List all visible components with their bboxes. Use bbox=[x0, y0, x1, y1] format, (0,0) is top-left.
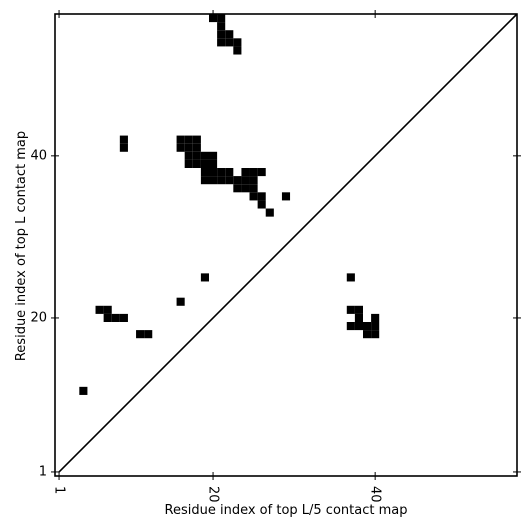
contact-cell bbox=[192, 159, 201, 168]
contact-cell bbox=[184, 135, 193, 144]
contact-cell bbox=[233, 176, 242, 185]
contact-cell bbox=[184, 151, 193, 160]
contact-cell bbox=[184, 143, 193, 152]
contact-cell bbox=[363, 322, 372, 331]
contact-cell bbox=[225, 168, 234, 177]
contact-cell bbox=[249, 192, 258, 201]
contact-cell bbox=[225, 30, 234, 39]
contact-cell bbox=[217, 168, 226, 177]
contact-cell bbox=[241, 168, 250, 177]
x-tick-label: 1 bbox=[52, 486, 67, 494]
contact-cell bbox=[209, 176, 218, 185]
contact-cell bbox=[241, 176, 250, 185]
contact-cell bbox=[265, 208, 274, 217]
contact-cell bbox=[95, 305, 104, 314]
contact-cell bbox=[249, 176, 258, 185]
diagonal-line bbox=[58, 13, 518, 473]
contact-cell bbox=[249, 168, 258, 177]
y-tick-label: 1 bbox=[39, 464, 47, 479]
contact-cell bbox=[119, 313, 128, 322]
contact-cell bbox=[217, 22, 226, 31]
contact-cell bbox=[241, 184, 250, 193]
x-tick-label: 40 bbox=[368, 486, 383, 503]
contact-cell bbox=[257, 168, 266, 177]
contact-cell bbox=[257, 200, 266, 209]
contact-cell bbox=[209, 151, 218, 160]
x-tick-label: 20 bbox=[206, 486, 221, 503]
contact-cell bbox=[217, 30, 226, 39]
contact-cell bbox=[371, 313, 380, 322]
contact-cell bbox=[144, 330, 153, 339]
contact-cell bbox=[103, 313, 112, 322]
contact-cell bbox=[354, 313, 363, 322]
contact-cell bbox=[257, 192, 266, 201]
contact-cell bbox=[136, 330, 145, 339]
contact-cell bbox=[233, 46, 242, 55]
contact-cell bbox=[103, 305, 112, 314]
contact-cell bbox=[249, 184, 258, 193]
contact-cell bbox=[200, 176, 209, 185]
y-tick-label: 20 bbox=[30, 310, 47, 325]
contact-cell bbox=[346, 322, 355, 331]
contact-cell bbox=[233, 38, 242, 47]
y-axis-label: Residue index of top L contact map bbox=[14, 131, 29, 361]
contact-cell bbox=[176, 297, 185, 306]
contact-cell bbox=[354, 305, 363, 314]
y-tick-label: 40 bbox=[30, 148, 47, 163]
contact-cell bbox=[225, 38, 234, 47]
contact-cell bbox=[192, 135, 201, 144]
contact-cell bbox=[225, 176, 234, 185]
contact-cell bbox=[192, 151, 201, 160]
contact-cell bbox=[176, 143, 185, 152]
contact-cell bbox=[346, 305, 355, 314]
contact-cell bbox=[371, 330, 380, 339]
contact-cell bbox=[200, 168, 209, 177]
contact-cell bbox=[354, 322, 363, 331]
x-axis-label: Residue index of top L/5 contact map bbox=[165, 503, 408, 518]
contact-cell bbox=[217, 14, 226, 23]
contact-cell bbox=[200, 273, 209, 282]
contact-cell bbox=[363, 330, 372, 339]
contact-cell bbox=[176, 135, 185, 144]
contact-cell bbox=[217, 38, 226, 47]
contact-cell bbox=[233, 184, 242, 193]
contact-cell bbox=[192, 143, 201, 152]
contact-cell bbox=[200, 159, 209, 168]
contact-cell bbox=[79, 386, 88, 395]
contact-cell bbox=[346, 273, 355, 282]
contact-cell bbox=[119, 143, 128, 152]
contact-cell bbox=[184, 159, 193, 168]
contact-cell bbox=[119, 135, 128, 144]
contact-cell bbox=[217, 176, 226, 185]
plot-frame bbox=[54, 13, 518, 477]
contact-cell bbox=[281, 192, 291, 201]
contact-cell bbox=[209, 14, 218, 23]
contact-cell bbox=[200, 151, 209, 160]
contact-cell bbox=[371, 322, 380, 331]
contact-cell bbox=[209, 168, 218, 177]
contact-cell bbox=[209, 159, 218, 168]
contact-cell bbox=[111, 313, 120, 322]
